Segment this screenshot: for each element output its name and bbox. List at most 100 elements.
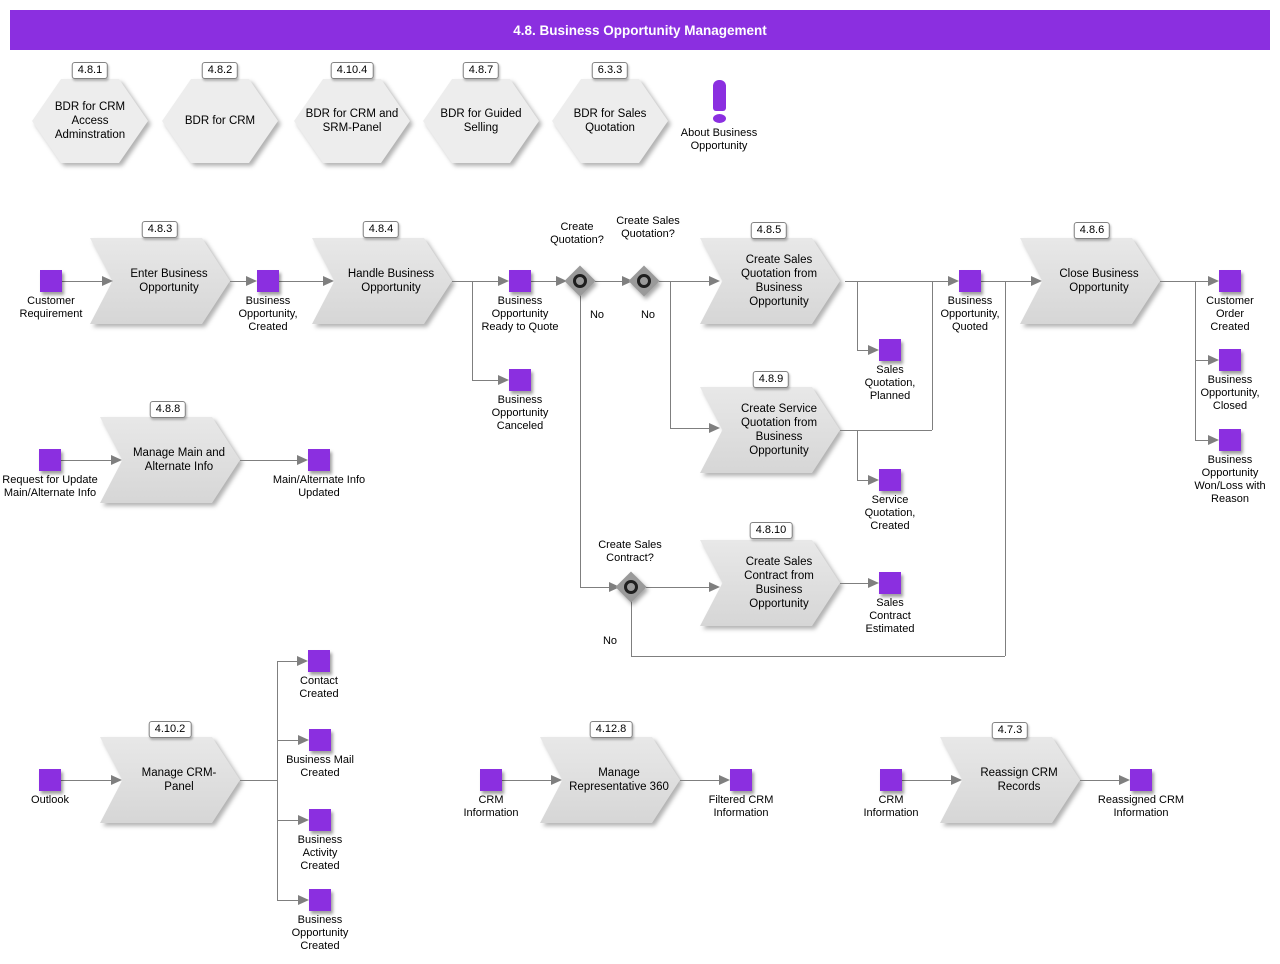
- event-bo-quoted: [959, 270, 981, 292]
- hexagon-bdr-guided-selling[interactable]: BDR for Guided Selling: [423, 79, 539, 163]
- process-label: Create Service Quotation from Business O…: [740, 403, 818, 457]
- event-bo-ready-to-quote: [509, 270, 531, 292]
- flow-line: [840, 583, 869, 584]
- hexagon-shape: BDR for Guided Selling: [423, 79, 539, 163]
- flow-line: [61, 780, 112, 781]
- gateway-question: Create Sales Contract?: [598, 539, 662, 564]
- process-close-business-opportunity[interactable]: Close Business Opportunity: [1020, 238, 1160, 324]
- process-manage-crm-panel[interactable]: Manage CRM-Panel: [100, 737, 240, 823]
- event-label: CRM Information: [463, 794, 519, 819]
- flow-arrowhead: [102, 276, 113, 286]
- page-title: 4.8. Business Opportunity Management: [10, 10, 1270, 50]
- flow-arrowhead: [868, 345, 879, 355]
- flow-arrowhead: [551, 775, 562, 785]
- badge-4-8-2[interactable]: 4.8.2: [201, 62, 239, 79]
- event-label: Outlook: [31, 794, 69, 806]
- flow-arrowhead: [719, 775, 730, 785]
- process-shape: Manage CRM-Panel: [100, 737, 240, 823]
- flow-line: [670, 428, 710, 429]
- event-label: Request for Update Main/Alternate Info: [2, 474, 98, 499]
- flow-line: [500, 780, 552, 781]
- badge-4-10-2[interactable]: 4.10.2: [148, 721, 192, 738]
- flow-line: [646, 587, 710, 588]
- flow-arrowhead: [622, 276, 633, 286]
- event-label: CRM Information: [863, 794, 919, 819]
- process-manage-main-alternate-info[interactable]: Manage Main and Alternate Info: [100, 417, 240, 503]
- event-label: Customer Requirement: [19, 295, 83, 320]
- hexagon-shape: BDR for CRM Access Adminstration: [32, 79, 148, 163]
- process-enter-business-opportunity[interactable]: Enter Business Opportunity: [90, 238, 230, 324]
- flow-arrowhead: [868, 578, 879, 588]
- flow-arrowhead: [323, 276, 334, 286]
- gateway-create-quotation: [564, 265, 596, 297]
- process-create-service-quotation[interactable]: Create Service Quotation from Business O…: [700, 387, 840, 473]
- flow-line: [277, 661, 278, 900]
- process-reassign-crm-records[interactable]: Reassign CRM Records: [940, 737, 1080, 823]
- badge-4-8-9[interactable]: 4.8.9: [752, 371, 790, 388]
- process-shape: Close Business Opportunity: [1020, 238, 1160, 324]
- event-info-updated: [308, 449, 330, 471]
- hexagon-label: BDR for CRM and SRM-Panel: [305, 108, 399, 134]
- flow-arrowhead: [709, 582, 720, 592]
- flow-line: [62, 281, 103, 282]
- process-label: Handle Business Opportunity: [347, 268, 435, 294]
- event-customer-requirement: [40, 270, 62, 292]
- process-label: Create Sales Contract from Business Oppo…: [744, 556, 814, 610]
- event-label: Reassigned CRM Information: [1097, 794, 1185, 819]
- event-label: Business Opportunity Ready to Quote: [481, 295, 559, 333]
- hexagon-bdr-sales-quotation[interactable]: BDR for Sales Quotation: [552, 79, 668, 163]
- exclamation-icon[interactable]: [713, 80, 726, 111]
- event-reassigned-crm-information: [1130, 769, 1152, 791]
- flow-line: [631, 656, 1005, 657]
- gateway-circle-icon: [624, 580, 638, 594]
- badge-4-8-4[interactable]: 4.8.4: [362, 221, 400, 238]
- event-crm-information-b: [880, 769, 902, 791]
- event-label: Sales Contract Estimated: [865, 597, 915, 635]
- badge-4-8-3[interactable]: 4.8.3: [141, 221, 179, 238]
- event-label: Service Quotation, Created: [864, 494, 916, 532]
- badge-4-8-1[interactable]: 4.8.1: [71, 62, 109, 79]
- flow-arrowhead: [1119, 775, 1130, 785]
- badge-4-8-5[interactable]: 4.8.5: [750, 222, 788, 239]
- event-label: Contact Created: [299, 675, 339, 700]
- flow-arrowhead: [298, 735, 309, 745]
- hexagon-shape: BDR for Sales Quotation: [552, 79, 668, 163]
- flow-arrowhead: [1208, 435, 1219, 445]
- process-shape: Create Sales Quotation from Business Opp…: [700, 238, 840, 324]
- flow-arrowhead: [297, 455, 308, 465]
- exclamation-icon-dot[interactable]: [713, 114, 726, 123]
- event-label: Business Opportunity Won/Loss with Reaso…: [1194, 454, 1266, 505]
- gateway-no-label: No: [589, 309, 605, 321]
- process-label: Manage CRM-Panel: [141, 767, 217, 793]
- flow-arrowhead: [948, 276, 959, 286]
- process-shape: Handle Business Opportunity: [312, 238, 452, 324]
- badge-4-7-3[interactable]: 4.7.3: [991, 722, 1029, 739]
- event-sales-contract-estimated: [879, 572, 901, 594]
- flow-line: [452, 281, 499, 282]
- hexagon-bdr-crm-access-adminstration[interactable]: BDR for CRM Access Adminstration: [32, 79, 148, 163]
- event-label: Customer Order Created: [1206, 295, 1254, 333]
- process-handle-business-opportunity[interactable]: Handle Business Opportunity: [312, 238, 452, 324]
- process-shape: Create Service Quotation from Business O…: [700, 387, 840, 473]
- process-label: Enter Business Opportunity: [130, 268, 208, 294]
- flow-line: [840, 430, 932, 431]
- badge-4-8-7[interactable]: 4.8.7: [462, 62, 500, 79]
- process-label: Create Sales Quotation from Business Opp…: [740, 254, 818, 308]
- hexagon-bdr-crm-srm-panel[interactable]: BDR for CRM and SRM-Panel: [294, 79, 410, 163]
- badge-4-8-10[interactable]: 4.8.10: [749, 522, 793, 539]
- hexagon-bdr-crm[interactable]: BDR for CRM: [162, 79, 278, 163]
- process-shape: Enter Business Opportunity: [90, 238, 230, 324]
- badge-6-3-3[interactable]: 6.3.3: [591, 62, 629, 79]
- hexagon-label: BDR for Sales Quotation: [573, 108, 647, 134]
- process-manage-representative-360[interactable]: Manage Representative 360: [540, 737, 680, 823]
- badge-4-8-6[interactable]: 4.8.6: [1073, 222, 1111, 239]
- event-service-quotation-created: [879, 469, 901, 491]
- process-create-sales-quotation[interactable]: Create Sales Quotation from Business Opp…: [700, 238, 840, 324]
- gateway-create-sales-quotation: [628, 265, 660, 297]
- flow-line: [680, 780, 720, 781]
- badge-4-12-8[interactable]: 4.12.8: [589, 721, 633, 738]
- badge-4-8-8[interactable]: 4.8.8: [149, 401, 187, 418]
- flow-line: [857, 430, 858, 480]
- process-create-sales-contract[interactable]: Create Sales Contract from Business Oppo…: [700, 540, 840, 626]
- badge-4-10-4[interactable]: 4.10.4: [330, 62, 374, 79]
